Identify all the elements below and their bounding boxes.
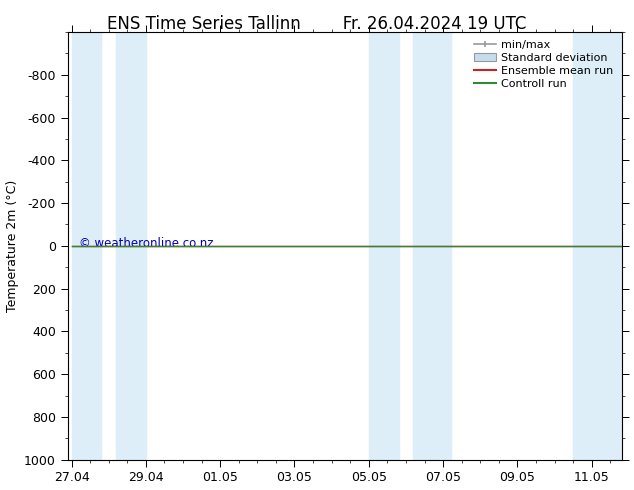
Bar: [573, 32, 621, 460]
Text: © weatheronline.co.nz: © weatheronline.co.nz: [79, 237, 214, 250]
Text: ENS Time Series Tallinn        Fr. 26.04.2024 19 UTC: ENS Time Series Tallinn Fr. 26.04.2024 1…: [107, 15, 527, 33]
Bar: [72, 32, 101, 460]
Y-axis label: Temperature 2m (°C): Temperature 2m (°C): [6, 180, 18, 312]
Bar: [116, 32, 146, 460]
Bar: [369, 32, 399, 460]
Bar: [413, 32, 451, 460]
Legend: min/max, Standard deviation, Ensemble mean run, Controll run: min/max, Standard deviation, Ensemble me…: [472, 38, 616, 91]
